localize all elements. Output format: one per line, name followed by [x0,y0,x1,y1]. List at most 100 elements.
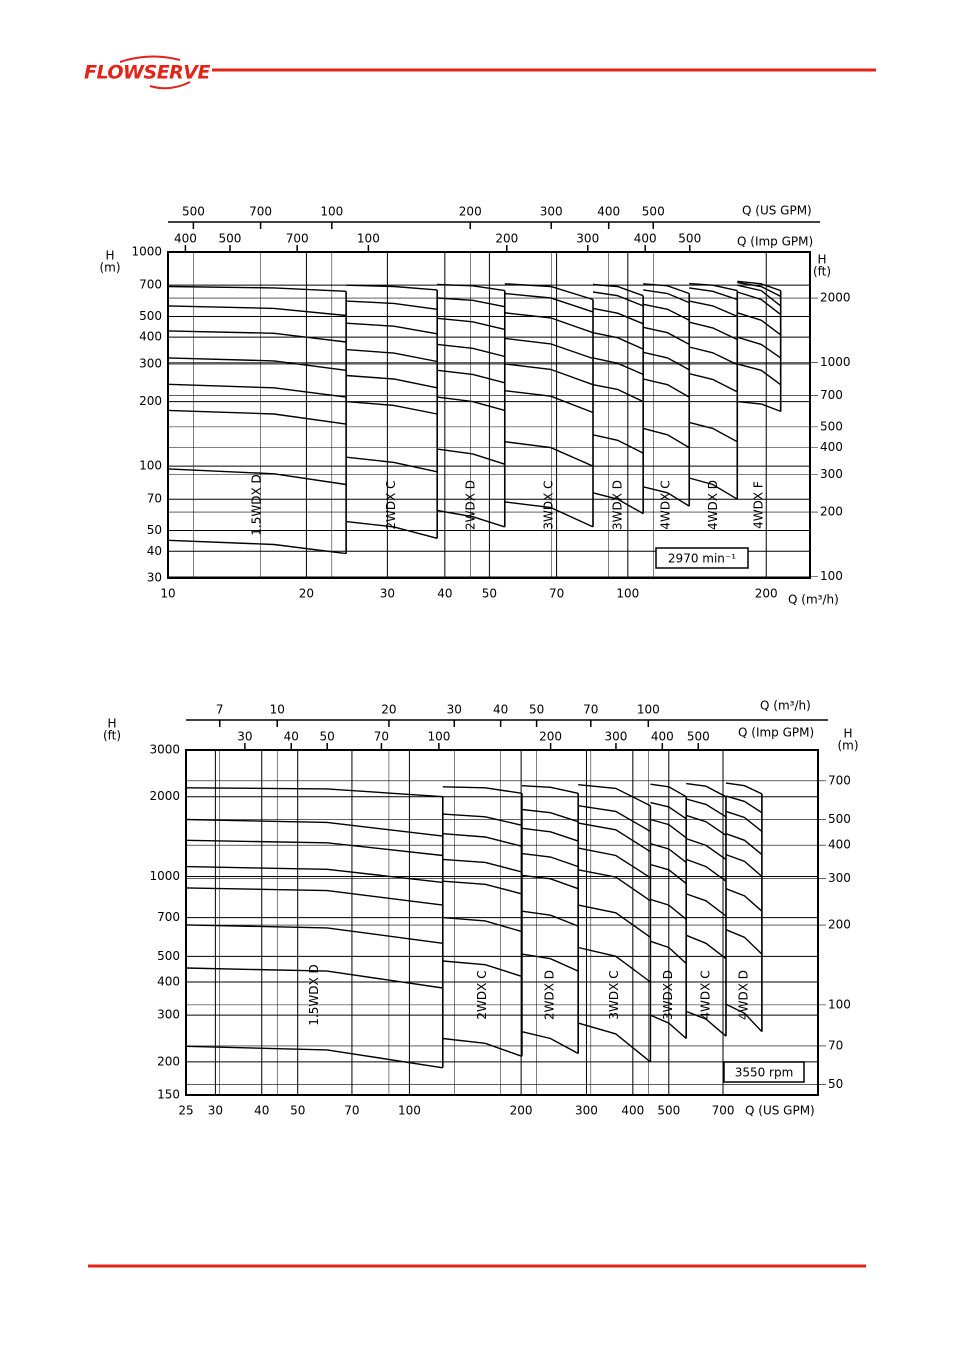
head-curve [725,1003,763,1033]
model-label: 3WDX C [541,480,555,529]
x2-tick-label: 700 [249,205,272,219]
head-curve [346,374,438,389]
x-tick-label: 50 [482,587,497,601]
head-curve [725,853,763,878]
x3-tick-label: 100 [357,232,380,246]
head-curve [737,312,782,336]
head-curve [504,337,594,360]
head-curve [592,332,644,350]
head-curve [578,847,651,879]
head-curve [725,833,763,856]
model-label: 3WDX D [661,970,675,1020]
y2-tick-label: 700 [828,773,851,787]
head-curve [643,303,690,321]
head-curve [650,898,687,920]
head-curve [689,477,738,500]
head-curve [689,346,738,366]
y2-tick-label: 200 [820,505,843,519]
head-curve [346,400,438,415]
head-curve [689,373,738,393]
head-curve [521,1031,579,1055]
head-curve [185,839,443,857]
y-tick-label: 500 [157,949,180,963]
head-curve [442,813,523,826]
y2-axis-title: (m) [837,739,858,753]
head-curve [167,539,347,555]
head-curve [346,520,438,539]
x2-tick-label: 50 [529,703,544,717]
head-curve [437,448,506,465]
head-curve [643,486,690,507]
plot-frame [167,251,811,579]
y-tick-label: 500 [139,309,162,323]
y-axis-title: H [107,717,116,731]
head-curve [737,281,782,298]
x-tick-label: 700 [712,1104,735,1118]
head-curve [167,357,347,371]
y-tick-label: 300 [139,356,162,370]
head-curve [167,383,347,398]
head-curve [592,434,644,454]
x-tick-label: 70 [549,587,564,601]
head-curve [185,818,443,837]
head-curve [185,887,443,906]
head-curve [442,1037,523,1057]
y-tick-label: 200 [139,394,162,408]
head-curve [167,305,347,317]
x-tick-label: 40 [254,1104,269,1118]
y-tick-label: 1000 [149,869,180,883]
x2-tick-label: 40 [493,703,508,717]
x2-tick-label: 500 [642,205,665,219]
head-curve [737,336,782,359]
model-label: 3WDX D [611,480,625,530]
x3-tick-label: 50 [320,730,335,744]
y2-tick-label: 100 [820,569,843,583]
head-curve [442,786,523,794]
head-curve [521,910,579,927]
head-curve [578,869,651,902]
y-tick-label: 30 [147,571,162,585]
head-curve [167,330,347,343]
x2-axis-title: Q (US GPM) [742,204,812,218]
head-curve [689,282,738,292]
head-curve [685,858,727,882]
head-curve [437,343,505,358]
head-curve [185,865,443,884]
head-curve [521,785,579,794]
head-curve [685,934,727,960]
x2-tick-label: 30 [447,703,462,717]
model-label: 2WDX D [543,970,557,1020]
x3-tick-label: 200 [495,232,518,246]
head-curve [504,312,594,334]
x-axis-title: Q (US GPM) [745,1104,815,1118]
model-label: 4WDX D [736,970,750,1020]
x2-tick-label: 70 [583,703,598,717]
head-curve [346,456,438,473]
head-curve [185,1045,443,1069]
model-label: 2WDX C [475,970,489,1019]
x3-tick-label: 400 [174,232,197,246]
head-curve [737,280,781,292]
x3-tick-label: 200 [539,730,562,744]
head-curve [725,810,763,832]
head-curve [737,291,782,316]
x2-tick-label: 100 [637,703,660,717]
head-curve [521,808,579,823]
head-curve [442,916,523,933]
model-label: 4WDX C [659,480,673,529]
head-curve [725,795,763,814]
head-curve [578,946,651,983]
head-curve [643,289,690,304]
y2-axis-title: H [817,253,826,267]
head-curve [521,874,579,890]
head-curve [689,300,738,318]
head-curve [592,283,644,297]
y-axis-title: (m) [99,261,120,275]
y-tick-label: 400 [139,330,162,344]
head-curve [346,322,438,335]
y-tick-label: 700 [139,278,162,292]
x2-tick-label: 500 [182,205,205,219]
x3-tick-label: 500 [687,730,710,744]
head-curve [578,904,651,938]
x3-axis-title: Q (Imp GPM) [737,235,813,249]
